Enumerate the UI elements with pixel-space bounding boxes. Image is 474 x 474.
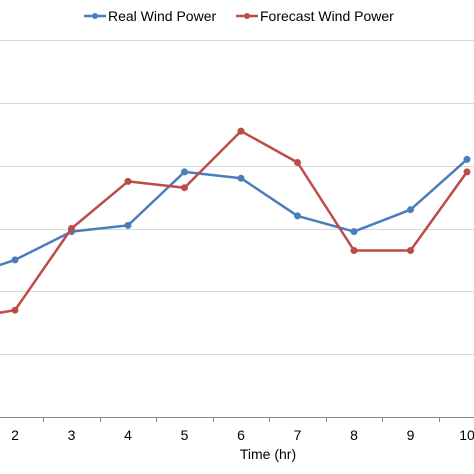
x-tick-label: 7 [294,427,302,443]
data-point [350,247,358,254]
series-forecast-wind-power [0,127,471,314]
data-point [124,177,132,185]
series-line [0,158,468,267]
data-point [407,247,414,254]
legend-swatch-marker [92,13,98,19]
x-tick-label: 10 [459,427,474,443]
data-point [124,221,132,229]
data-point [181,168,188,176]
series-layer [0,127,471,314]
data-point [237,174,245,182]
x-tick-label: 5 [181,427,189,443]
x-tick-label: 4 [124,427,132,443]
data-point [294,159,301,166]
data-point [463,155,471,163]
data-point [237,127,245,135]
data-point [294,212,301,220]
x-tick-label: 8 [350,427,358,443]
legend: Real Wind Power Forecast Wind Power [84,8,394,24]
data-point [181,184,188,192]
x-tick-label: 9 [407,427,415,443]
legend-label: Real Wind Power [108,8,216,24]
gridlines [0,40,474,418]
data-point [11,256,19,264]
x-tick-label: 6 [237,427,245,443]
x-tick-label: 2 [11,427,19,443]
series-real-wind-power [0,155,471,267]
legend-item: Forecast Wind Power [236,8,394,24]
x-axis: 2 3 4 5 6 7 8 9 10 [11,417,474,443]
data-point [407,206,414,214]
x-tick-label: 3 [68,427,76,443]
data-point [463,168,471,176]
legend-swatch-marker [244,13,250,19]
data-point [68,225,75,232]
data-point [11,306,19,314]
series-line [0,129,469,314]
legend-label: Forecast Wind Power [260,8,394,24]
legend-item: Real Wind Power [84,8,216,24]
data-point [350,228,358,236]
x-axis-label: Time (hr) [240,446,296,462]
